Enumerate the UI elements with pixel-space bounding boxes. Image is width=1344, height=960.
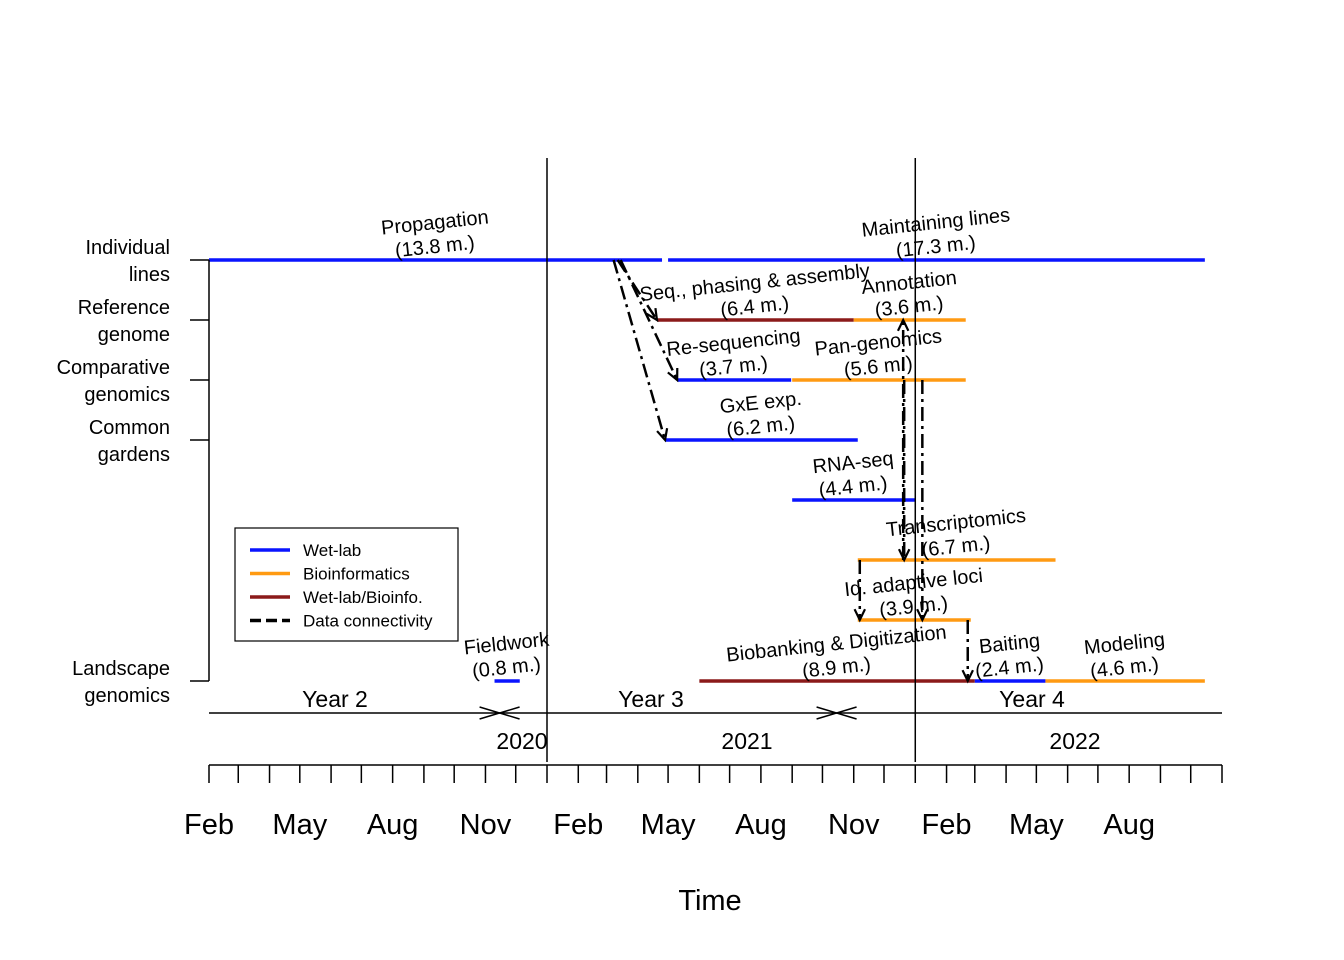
track-label-0-line2: lines bbox=[129, 264, 170, 286]
task-duration-2: (6.4 m.) bbox=[719, 292, 790, 321]
task-duration-3: (3.6 m.) bbox=[874, 292, 945, 321]
task-duration-4: (3.7 m.) bbox=[698, 352, 769, 381]
connectivity-arrows bbox=[612, 259, 974, 684]
calendar-year-label-1: 2021 bbox=[721, 728, 772, 754]
legend-label-3: Data connectivity bbox=[303, 612, 433, 631]
track-label-3-line1: Common bbox=[89, 417, 170, 439]
connectivity-arrowhead-0 bbox=[646, 307, 659, 323]
task-duration-9: (3.9 m.) bbox=[878, 592, 949, 621]
month-tick-label-8: Feb bbox=[922, 809, 972, 841]
connectivity-arrowhead-5 bbox=[916, 608, 929, 623]
legend: Wet-lab Bioinformatics Wet-lab/Bioinfo. Dat… bbox=[234, 527, 459, 642]
track-label-0-line1: Individual bbox=[85, 237, 170, 259]
calendar-year-label-0: 2020 bbox=[496, 728, 547, 754]
track-label-2-line1: Comparative bbox=[57, 357, 170, 379]
task-duration-6: (6.2 m.) bbox=[725, 412, 796, 441]
track-label-1-line2: genome bbox=[98, 324, 170, 346]
month-tick-label-3: Nov bbox=[460, 809, 512, 841]
month-tick-label-7: Nov bbox=[828, 809, 880, 841]
month-tick-label-4: Feb bbox=[553, 809, 603, 841]
project-year-label-2: Year 4 bbox=[999, 686, 1065, 712]
month-tick-label-0: Feb bbox=[184, 809, 234, 841]
project-year-marker-right-0 bbox=[496, 706, 520, 720]
task-name-3: Annotation bbox=[860, 267, 957, 299]
task-duration-12: (2.4 m.) bbox=[974, 653, 1045, 682]
legend-label-2: Wet-lab/Bioinfo. bbox=[303, 588, 423, 607]
x-axis-label: Time bbox=[678, 885, 741, 917]
month-tick-label-2: Aug bbox=[367, 809, 419, 841]
connectivity-arrowhead-6 bbox=[853, 608, 866, 623]
calendar-year-label-2: 2022 bbox=[1049, 728, 1100, 754]
month-tick-label-1: May bbox=[272, 809, 327, 841]
project-year-label-1: Year 3 bbox=[618, 686, 684, 712]
task-duration-10: (0.8 m.) bbox=[471, 653, 542, 682]
month-tick-label-6: Aug bbox=[735, 809, 787, 841]
track-label-2-line2: genomics bbox=[84, 384, 170, 406]
track-label-4-line1: Landscape bbox=[72, 658, 170, 680]
track-axis: Individual lines Reference genome Comparativ… bbox=[57, 237, 210, 707]
project-year-label-0: Year 2 bbox=[302, 686, 368, 712]
track-label-4-line2: genomics bbox=[84, 685, 170, 707]
task-duration-11: (8.9 m.) bbox=[801, 653, 872, 682]
task-labels: Propagation(13.8 m.)Maintaining lines(17… bbox=[380, 204, 1166, 682]
connectivity-arrowhead-2 bbox=[656, 427, 669, 443]
connectivity-arrowhead-3 bbox=[896, 317, 910, 332]
month-tick-label-5: May bbox=[641, 809, 696, 841]
track-label-1-line1: Reference bbox=[78, 297, 170, 319]
legend-label-0: Wet-lab bbox=[303, 541, 361, 560]
connectivity-arrowhead-1 bbox=[667, 367, 679, 383]
connectivity-line-2 bbox=[612, 259, 667, 441]
track-label-3-line2: gardens bbox=[98, 444, 170, 466]
legend-label-1: Bioinformatics bbox=[303, 565, 410, 584]
connectivity-arrowhead-7 bbox=[961, 669, 974, 684]
task-bars bbox=[209, 258, 1205, 683]
month-tick-label-9: May bbox=[1009, 809, 1064, 841]
task-duration-7: (4.4 m.) bbox=[818, 472, 889, 501]
month-tick-label-10: Aug bbox=[1103, 809, 1155, 841]
task-duration-13: (4.6 m.) bbox=[1089, 653, 1160, 682]
connectivity-arrowhead-4 bbox=[897, 548, 911, 563]
project-year-marker-right-1 bbox=[833, 706, 857, 720]
connectivity-line-1 bbox=[619, 259, 679, 381]
task-duration-8: (6.7 m.) bbox=[921, 532, 992, 561]
time-axis: Year 2 Year 3 Year 4 2020 2021 2022 Feb May Aug N… bbox=[184, 158, 1223, 841]
